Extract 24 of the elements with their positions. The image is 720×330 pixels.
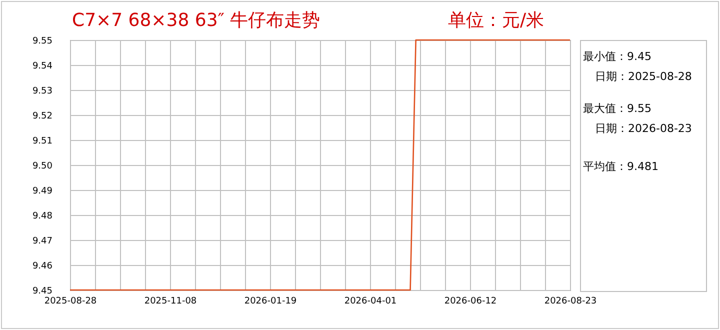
x-tick-label: 2025-08-28 xyxy=(44,296,97,306)
text: 日期：2026-08-23 xyxy=(595,121,692,136)
y-tick-label: 9.52 xyxy=(32,112,52,122)
text: 最大值：9.55 xyxy=(583,101,652,116)
x-tick-label: 2026-01-19 xyxy=(244,296,297,306)
x-tick-label: 2026-08-23 xyxy=(544,296,597,306)
y-tick-label: 9.49 xyxy=(32,186,53,196)
x-tick-label: 2026-06-12 xyxy=(444,296,497,306)
text: 平均值：9.481 xyxy=(583,159,658,174)
y-tick-label: 9.50 xyxy=(32,162,53,172)
y-tick-label: 9.53 xyxy=(32,86,52,96)
y-tick-label: 9.48 xyxy=(32,212,53,222)
chart-title: C7×7 68×38 63″ 牛仔布走势 xyxy=(72,9,320,32)
y-tick-label: 9.55 xyxy=(32,36,52,46)
y-tick-label: 9.47 xyxy=(32,236,52,246)
y-tick-label: 9.46 xyxy=(32,262,53,272)
text: 日期：2025-08-28 xyxy=(595,69,692,84)
chart-subtitle: 单位：元/米 xyxy=(448,9,544,32)
y-tick-label: 9.45 xyxy=(32,286,52,296)
text: 最小值：9.45 xyxy=(583,49,652,64)
y-tick-label: 9.51 xyxy=(32,136,52,146)
x-tick-label: 2026-04-01 xyxy=(344,296,397,306)
x-tick-label: 2025-11-08 xyxy=(144,296,197,306)
y-tick-label: 9.54 xyxy=(32,62,53,72)
